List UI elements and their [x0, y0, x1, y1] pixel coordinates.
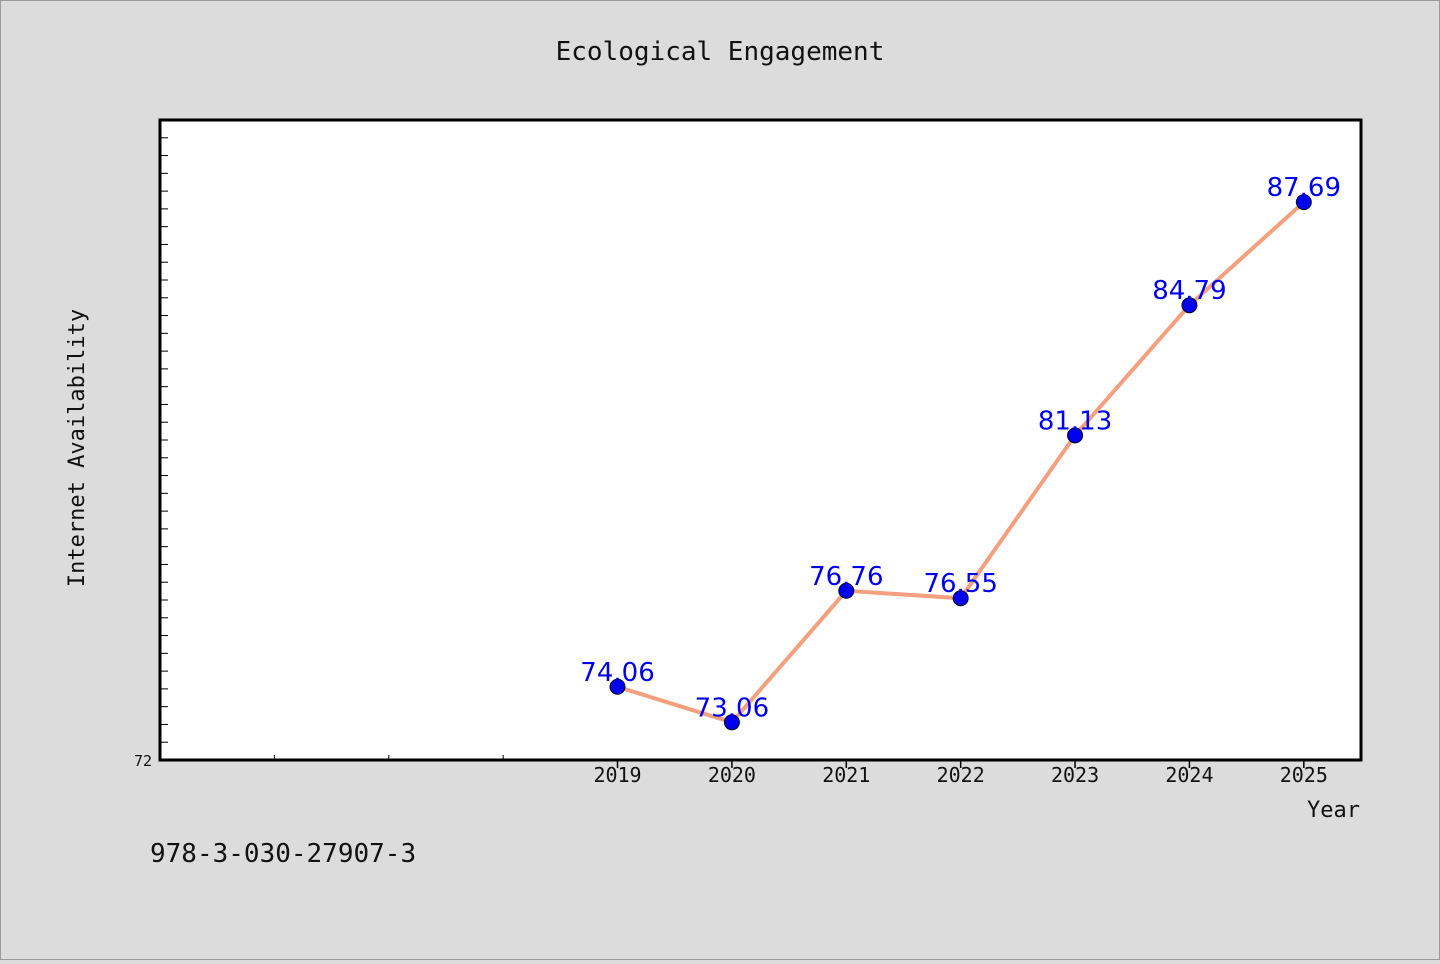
x-tick-label-2024: 2024 — [1165, 763, 1213, 787]
x-tick-label-2021: 2021 — [822, 763, 870, 787]
data-point-2020 — [723, 714, 740, 731]
data-label-2025: 87.69 — [1267, 173, 1341, 203]
x-tick-label-2022: 2022 — [937, 763, 985, 787]
y-tick-label-min: 72 — [134, 752, 152, 770]
x-axis-ticks: 2019 2020 2021 2022 2023 2024 2025 — [159, 755, 1328, 787]
y-axis-label: Internet Availability — [65, 309, 90, 587]
x-tick-label-2025: 2025 — [1280, 763, 1328, 787]
x-axis-label: Year — [1307, 798, 1360, 823]
data-label-2019: 74.06 — [580, 658, 654, 688]
chart-title: Ecological Engagement — [556, 37, 885, 67]
data-points — [609, 194, 1312, 731]
plot-border — [158, 118, 1363, 762]
data-point-2025 — [1295, 194, 1312, 211]
x-tick-label-2019: 2019 — [593, 763, 641, 787]
footer-isbn: 978-3-030-27907-3 — [150, 839, 416, 869]
plot-area — [160, 120, 1361, 760]
data-point-2023 — [1067, 427, 1084, 444]
data-label-2020: 73.06 — [695, 693, 769, 723]
data-label-2023: 81.13 — [1038, 406, 1112, 436]
data-point-2024 — [1181, 297, 1198, 314]
data-point-2021 — [838, 582, 855, 599]
data-label-2024: 84.79 — [1152, 276, 1226, 306]
data-point-2022 — [952, 590, 969, 607]
x-tick-label-2020: 2020 — [708, 763, 756, 787]
x-tick-label-2023: 2023 — [1051, 763, 1099, 787]
data-label-2021: 76.76 — [809, 562, 883, 592]
data-labels: 74.06 73.06 76.76 76.55 81.13 84.79 87.69 — [580, 173, 1341, 723]
data-label-2022: 76.55 — [923, 569, 997, 599]
data-point-2019 — [609, 678, 626, 695]
